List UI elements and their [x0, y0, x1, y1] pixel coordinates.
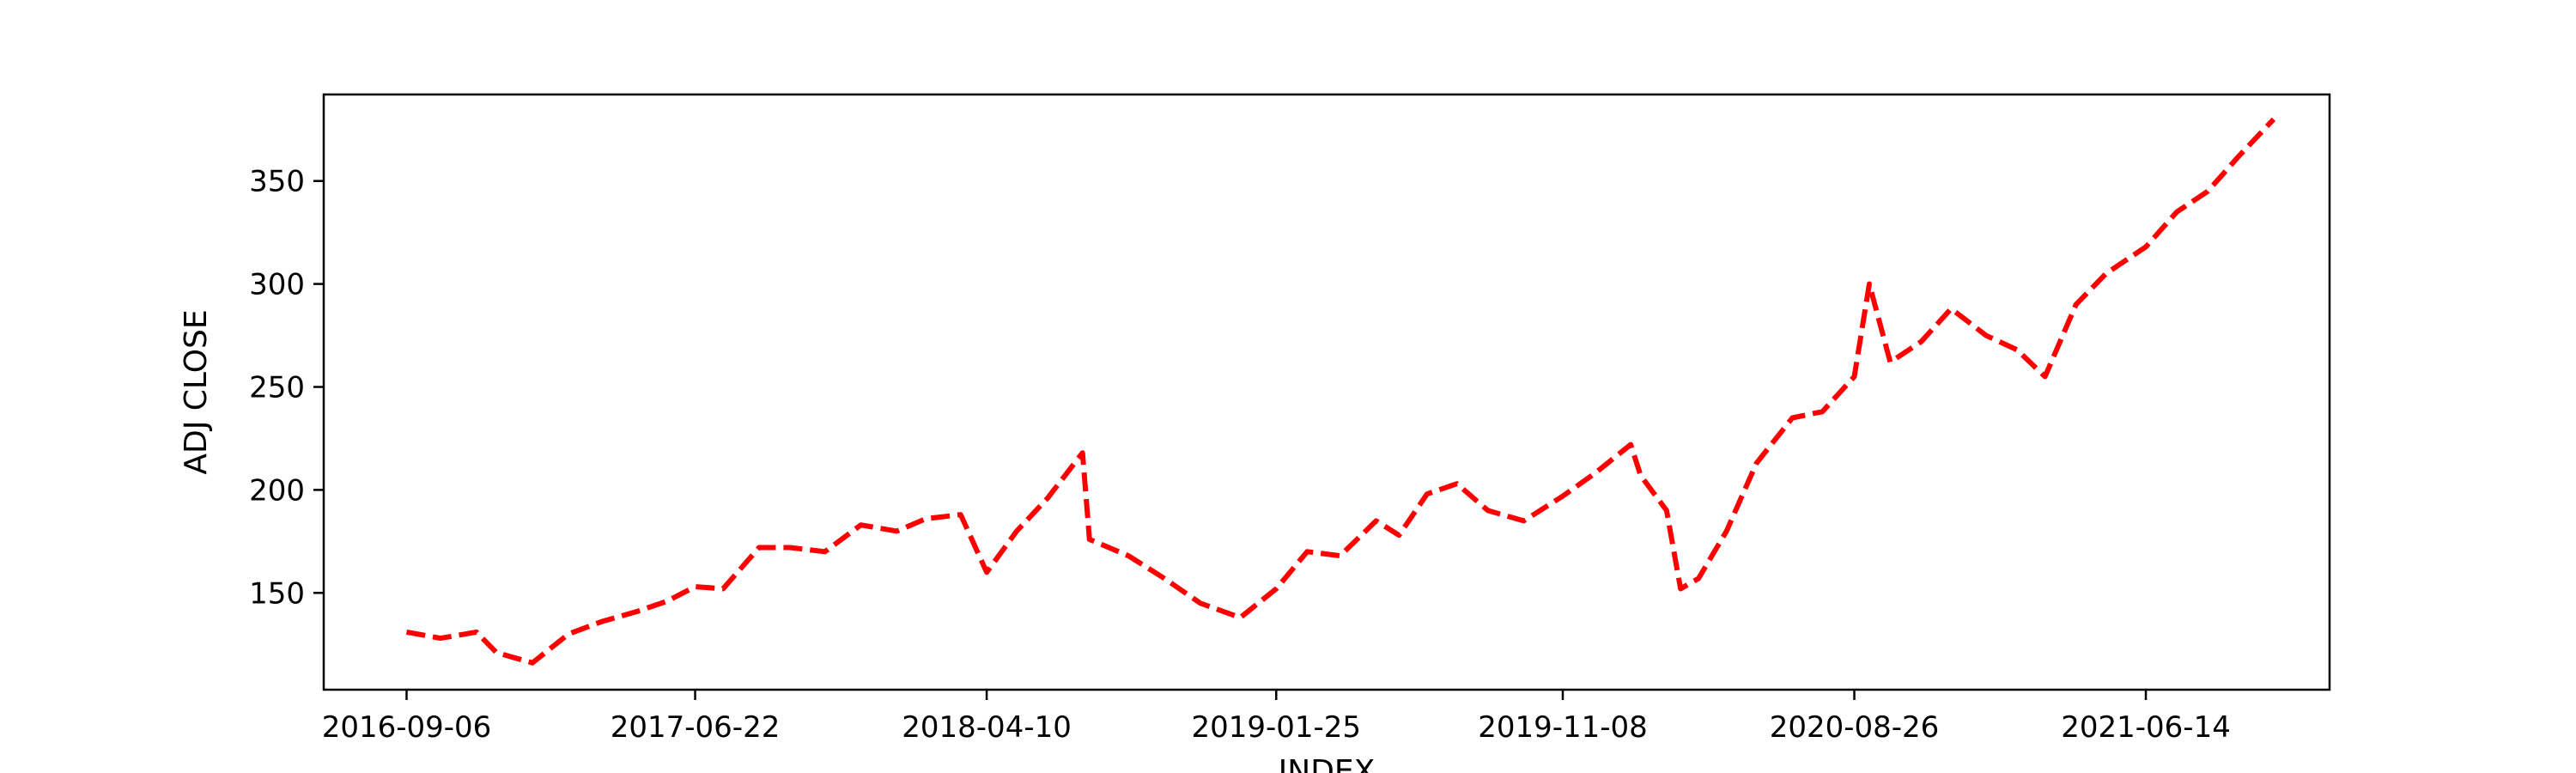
x-tick-label: 2019-11-08: [1478, 710, 1648, 745]
x-axis: 2016-09-06 2017-06-22 2018-04-10 2019-01-25…: [322, 690, 2231, 745]
y-axis: 150 200 250 300 350: [249, 165, 324, 611]
y-tick-label: 350: [249, 165, 305, 199]
y-tick-label: 200: [249, 473, 305, 508]
x-tick-label: 2019-01-25: [1191, 710, 1361, 745]
plot-frame: [322, 93, 2331, 691]
series-line-0: [405, 117, 2276, 666]
x-tick-label: 2021-06-14: [2061, 710, 2231, 745]
x-tick-label: 2020-08-26: [1770, 710, 1940, 745]
x-axis-label: INDEX: [1279, 754, 1376, 773]
y-tick-label: 150: [249, 576, 305, 611]
series-layer: [405, 117, 2276, 666]
y-axis-label: ADJ CLOSE: [179, 309, 214, 474]
y-tick-label: 250: [249, 371, 305, 405]
x-tick-label: 2017-06-22: [611, 710, 781, 745]
x-tick-label: 2018-04-10: [902, 710, 1072, 745]
y-tick-label: 300: [249, 268, 305, 302]
x-tick-label: 2016-09-06: [322, 710, 492, 745]
